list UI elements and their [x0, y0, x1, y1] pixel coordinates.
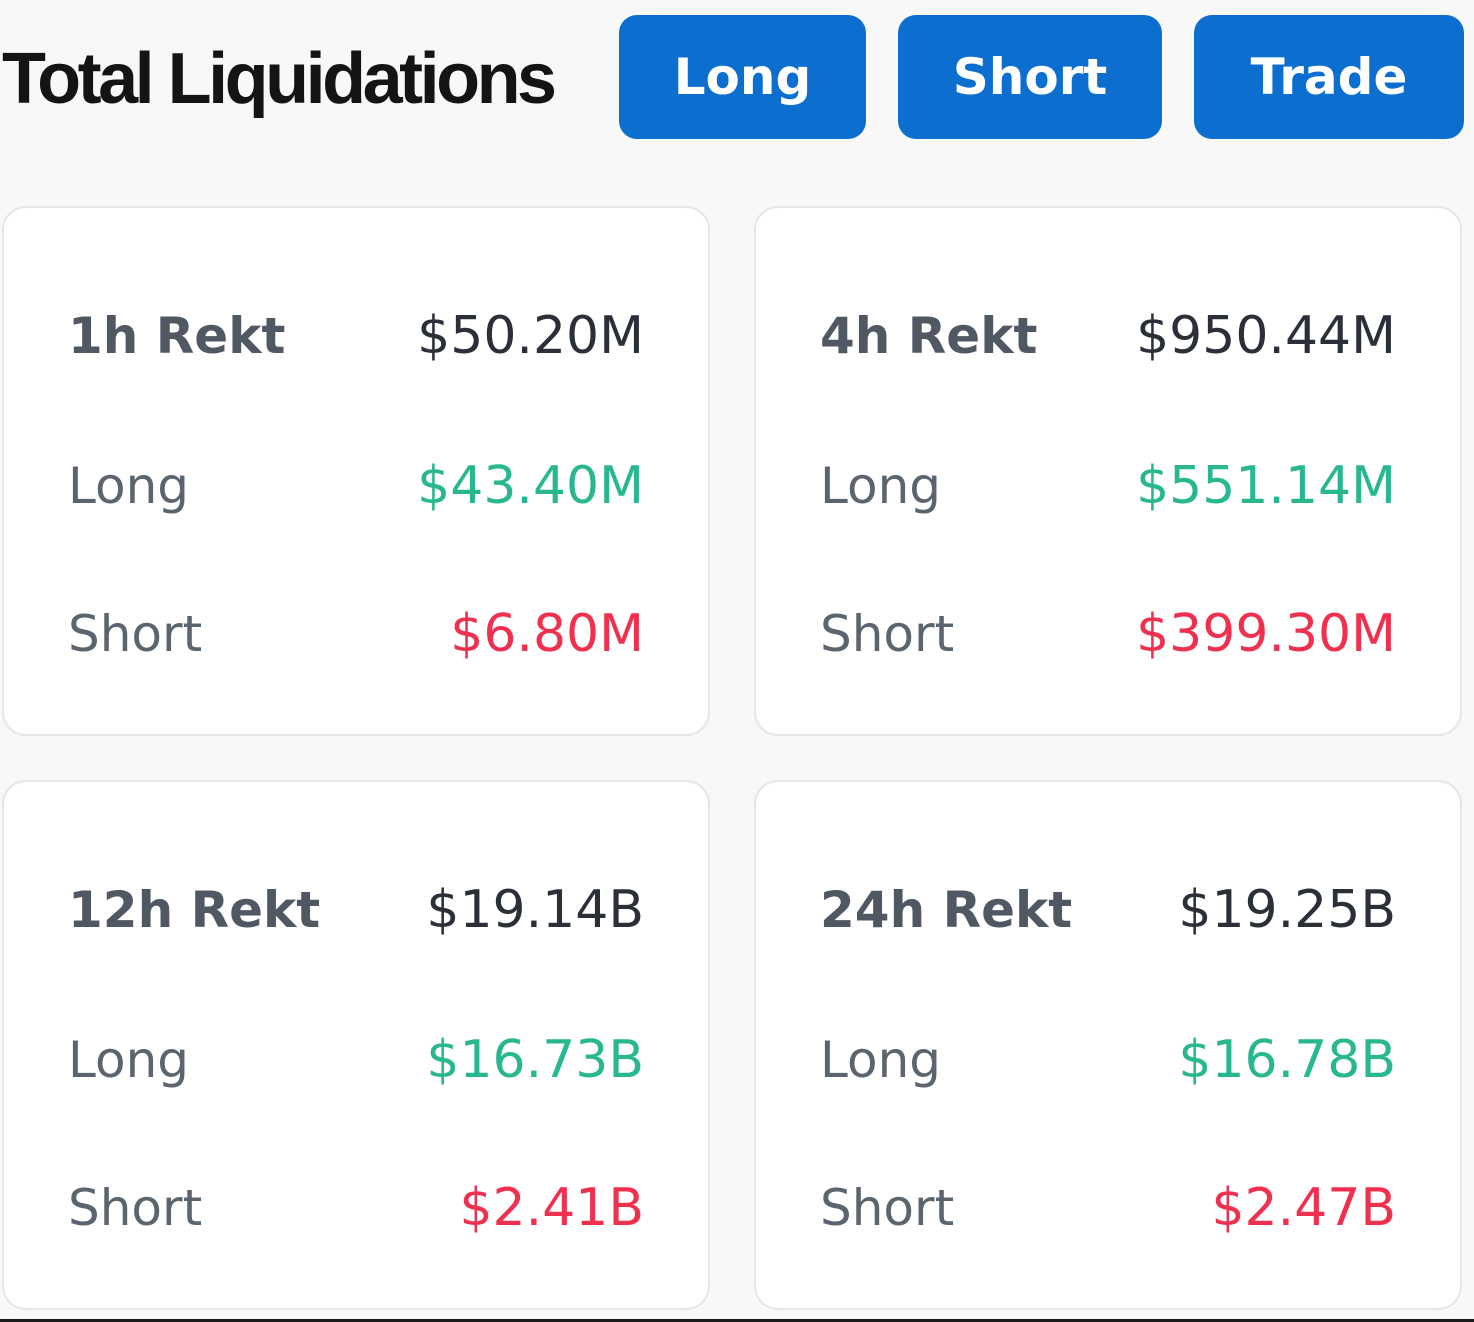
- liquidation-card-1h: 1h Rekt $50.20M Long $43.40M Short $6.80…: [2, 206, 710, 736]
- short-label: Short: [68, 1179, 203, 1237]
- long-button[interactable]: Long: [619, 15, 866, 139]
- total-row: 1h Rekt $50.20M: [68, 296, 644, 376]
- page-title: Total Liquidations: [2, 39, 557, 119]
- long-value: $16.78B: [1178, 1030, 1396, 1090]
- total-row: 24h Rekt $19.25B: [820, 870, 1396, 950]
- short-row: Short $2.41B: [68, 1168, 644, 1248]
- card-title: 4h Rekt: [820, 307, 1038, 365]
- liquidation-card-4h: 4h Rekt $950.44M Long $551.14M Short $39…: [754, 206, 1462, 736]
- long-label: Long: [68, 1031, 189, 1089]
- trade-button[interactable]: Trade: [1194, 15, 1464, 139]
- liquidation-card-24h: 24h Rekt $19.25B Long $16.78B Short $2.4…: [754, 780, 1462, 1310]
- short-value: $2.47B: [1211, 1178, 1396, 1238]
- short-button[interactable]: Short: [898, 15, 1162, 139]
- short-label: Short: [68, 605, 203, 663]
- short-value: $6.80M: [450, 604, 644, 664]
- short-value: $399.30M: [1136, 604, 1396, 664]
- long-label: Long: [68, 457, 189, 515]
- short-row: Short $399.30M: [820, 594, 1396, 674]
- long-value: $16.73B: [426, 1030, 644, 1090]
- total-row: 4h Rekt $950.44M: [820, 296, 1396, 376]
- total-value: $19.14B: [426, 880, 644, 940]
- short-value: $2.41B: [459, 1178, 644, 1238]
- total-row: 12h Rekt $19.14B: [68, 870, 644, 950]
- long-row: Long $16.78B: [820, 1020, 1396, 1100]
- long-row: Long $551.14M: [820, 446, 1396, 526]
- liquidation-card-12h: 12h Rekt $19.14B Long $16.73B Short $2.4…: [2, 780, 710, 1310]
- card-title: 24h Rekt: [820, 881, 1073, 939]
- card-title: 12h Rekt: [68, 881, 321, 939]
- long-label: Long: [820, 457, 941, 515]
- bottom-divider: [0, 1319, 1474, 1322]
- long-label: Long: [820, 1031, 941, 1089]
- short-row: Short $6.80M: [68, 594, 644, 674]
- short-label: Short: [820, 605, 955, 663]
- short-row: Short $2.47B: [820, 1168, 1396, 1248]
- card-title: 1h Rekt: [68, 307, 286, 365]
- long-value: $43.40M: [417, 456, 644, 516]
- long-row: Long $16.73B: [68, 1020, 644, 1100]
- long-value: $551.14M: [1136, 456, 1396, 516]
- total-value: $19.25B: [1178, 880, 1396, 940]
- total-value: $50.20M: [417, 306, 644, 366]
- total-value: $950.44M: [1136, 306, 1396, 366]
- short-label: Short: [820, 1179, 955, 1237]
- long-row: Long $43.40M: [68, 446, 644, 526]
